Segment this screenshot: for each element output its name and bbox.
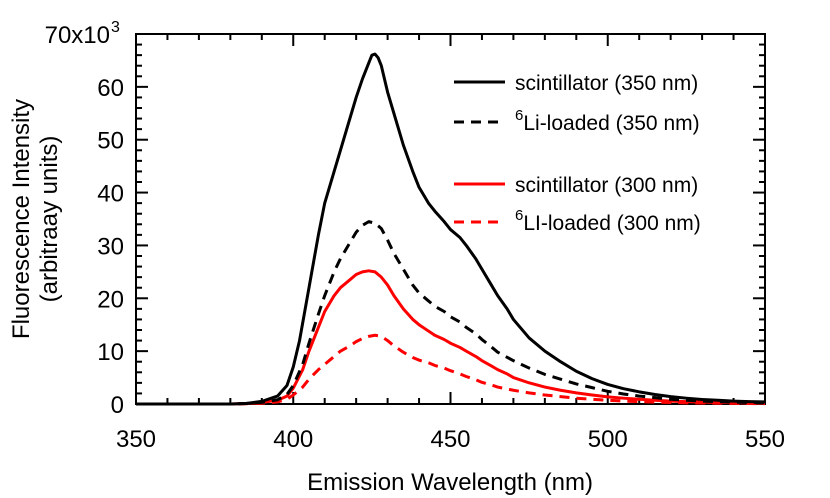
legend: scintillator (350 nm) 6Li-loaded (350 nm)… xyxy=(454,72,701,235)
series-line xyxy=(136,52,766,406)
legend-label: scintillator (300 nm) xyxy=(515,174,698,197)
series-line xyxy=(136,333,766,406)
y-tick-label: 20 xyxy=(97,286,124,313)
x-tick-label: 550 xyxy=(745,426,785,453)
y-axis-title-line1: Fluorescence Intensity xyxy=(8,99,35,339)
y-tick-label: 50 xyxy=(97,128,124,155)
y-tick-label: 40 xyxy=(97,181,124,208)
x-axis: 350 400 450 500 550 xyxy=(116,34,785,453)
y-tick-exponent: 3 xyxy=(111,19,120,36)
y-tick-label: 70x10 xyxy=(45,22,110,49)
series-line xyxy=(136,269,766,406)
x-tick-label: 500 xyxy=(588,426,628,453)
y-tick-label: 0 xyxy=(111,392,124,419)
legend-label: 6LI-loaded (300 nm) xyxy=(515,207,701,235)
y-tick-label: 30 xyxy=(97,233,124,260)
y-tick-label: 60 xyxy=(97,75,124,102)
x-tick-label: 400 xyxy=(273,426,313,453)
y-axis-title-line2: (arbitraay units) xyxy=(36,136,63,303)
x-tick-label: 450 xyxy=(430,426,470,453)
y-axis: 0 10 20 30 40 50 60 70x10 3 xyxy=(45,19,765,419)
x-axis-title: Emission Wavelength (nm) xyxy=(307,469,593,496)
series-line xyxy=(136,220,766,406)
legend-label: scintillator (350 nm) xyxy=(515,72,698,95)
x-tick-label: 350 xyxy=(116,426,156,453)
legend-label: 6Li-loaded (350 nm) xyxy=(515,107,700,135)
y-tick-label: 10 xyxy=(97,339,124,366)
series-layer xyxy=(136,52,766,406)
